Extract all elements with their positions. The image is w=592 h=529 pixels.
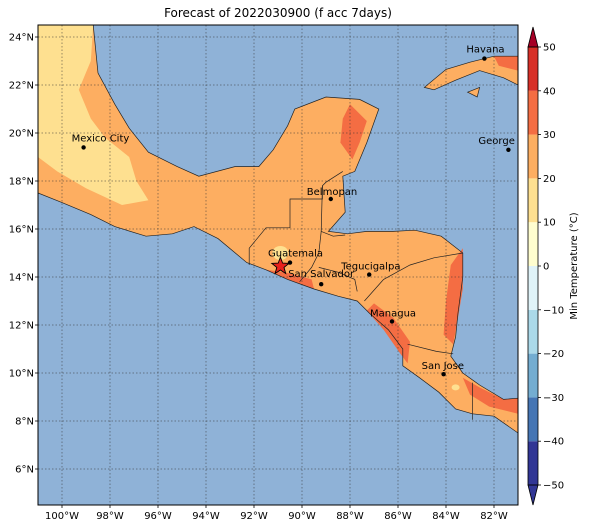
colorbar-segment: [528, 47, 538, 91]
colorbar-tick-label: −50: [543, 481, 564, 492]
border-mexico-guatemala: [248, 171, 343, 265]
colorbar-tick-label: 30: [543, 130, 556, 141]
city-dot: [328, 196, 333, 202]
colorbar-tick-label: −30: [543, 393, 564, 404]
y-tick-label: 12°N: [9, 321, 34, 332]
colorbar-extend-max: [527, 26, 539, 48]
city-label: Guatemala: [268, 249, 323, 260]
x-tick-label: 88°W: [336, 511, 364, 522]
colorbar-label: Min Temperature (°C): [569, 212, 580, 319]
zone-warm-mosquitia: [443, 248, 463, 345]
border-guatemala-belize: [320, 185, 346, 237]
country-borders: [38, 25, 518, 434]
city-label: Tegucigalpa: [340, 262, 400, 273]
y-tick-label: 16°N: [9, 225, 34, 236]
coastline: [423, 55, 518, 91]
colorbar-segment: [528, 441, 538, 485]
city-label: San Salvador: [288, 269, 355, 280]
map-frame: [37, 24, 519, 506]
colorbar-tick-label: −40: [543, 437, 564, 448]
border-honduras-nicaragua: [364, 252, 463, 302]
colorbar-segment: [528, 134, 538, 179]
zone-cool-guatemala: [272, 246, 289, 260]
zone-warm-yucatan-east: [340, 104, 367, 160]
city-label: George Tov: [478, 136, 534, 147]
city-dot: [367, 272, 372, 277]
x-tick-label: 92°W: [240, 511, 268, 522]
graticule: [38, 25, 518, 505]
city-label: San Jose: [422, 361, 464, 372]
x-tick-label: 98°W: [96, 511, 124, 522]
city-label: Havana: [466, 45, 504, 56]
land-cuba: [424, 56, 518, 90]
colorbar-segment: [528, 397, 538, 442]
y-tick-label: 18°N: [9, 177, 34, 188]
red-star-marker: [270, 255, 291, 275]
colorbar-tick-label: 40: [543, 86, 556, 97]
map-area: Mexico City Havana George Tov Belmopan Guate…: [38, 25, 534, 505]
city-markers: Mexico City Havana George Tov Belmopan Guate…: [72, 45, 534, 377]
city-dot: [441, 372, 446, 377]
city-dot: [482, 56, 487, 61]
x-tick-label: 96°W: [144, 511, 172, 522]
y-tick-label: 8°N: [15, 417, 34, 428]
x-tick-label: 90°W: [288, 511, 316, 522]
zone-warm-panama: [462, 377, 518, 414]
y-tick-label: 10°N: [9, 369, 34, 380]
border-nicaragua-costarica: [407, 343, 454, 355]
colorbar-segment: [528, 266, 538, 310]
x-tick-label: 84°W: [432, 511, 460, 522]
colorbar: −50 −40 −30 −20 −10 0 10 20 30 40 50 Min Temperatur…: [527, 26, 580, 506]
land-isla-de-la-juventud: [467, 87, 480, 97]
colorbar-segment: [528, 309, 538, 354]
y-tick-label: 22°N: [9, 81, 34, 92]
colorbar-segment: [528, 222, 538, 266]
zone-cool-mexico: [38, 25, 149, 205]
border-elsalvador-honduras: [318, 267, 358, 292]
axis-ticks: 100°W 98°W 96°W 94°W 92°W 90°W 88°W 86°W 84°W 82°…: [9, 33, 508, 523]
city-dot: [389, 319, 395, 324]
border-guatemala-honduras: [299, 231, 322, 283]
city-label: Managua: [370, 308, 416, 319]
y-tick-label: 24°N: [9, 33, 34, 44]
x-tick-label: 100°W: [45, 511, 79, 522]
colorbar-tick-label: 50: [543, 43, 556, 54]
y-tick-label: 14°N: [9, 273, 34, 284]
colorbar-tick-label: 0: [543, 262, 549, 273]
zone-cool-costa-rica: [451, 384, 460, 391]
city-label: Belmopan: [307, 187, 357, 198]
colorbar-extend-min: [527, 484, 539, 506]
colorbar-tick-label: 10: [543, 218, 556, 229]
colorbar-segment: [528, 353, 538, 398]
colorbar-segment: [528, 90, 538, 135]
coastline: [466, 86, 481, 98]
y-tick-label: 6°N: [15, 465, 34, 476]
x-tick-label: 86°W: [384, 511, 412, 522]
colorbar-tick-label: −10: [543, 305, 564, 316]
city-dot: [506, 147, 511, 152]
zone-warm-cuba: [494, 56, 518, 71]
colorbar-segment: [528, 178, 538, 223]
colorbar-tick-label: −20: [543, 349, 564, 360]
y-tick-label: 20°N: [9, 129, 34, 140]
city-label: Mexico City: [72, 133, 130, 144]
x-tick-label: 94°W: [192, 511, 220, 522]
colorbar-tick-label: 20: [543, 174, 556, 185]
city-dot: [319, 282, 324, 287]
x-tick-label: 82°W: [480, 511, 508, 522]
map-title: Forecast of 2022030900 (f acc 7days): [164, 6, 392, 20]
coastline: [38, 25, 518, 434]
city-dot: [81, 145, 86, 150]
zone-warm-pacific-nicaragua: [366, 303, 410, 364]
